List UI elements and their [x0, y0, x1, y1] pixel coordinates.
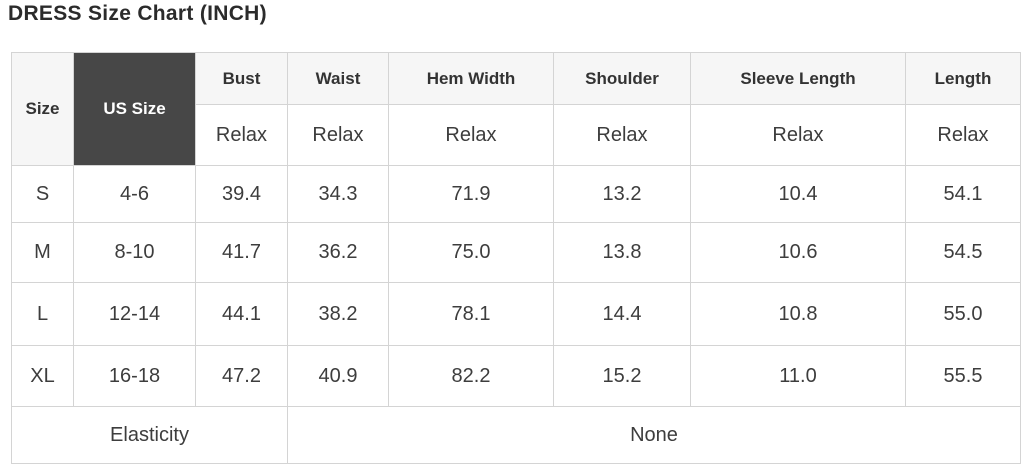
measurement-cell: 39.4	[195, 165, 288, 223]
page-title: DRESS Size Chart (INCH)	[8, 2, 267, 25]
measurement-cell: 54.5	[905, 222, 1021, 283]
measurement-cell: 54.1	[905, 165, 1021, 223]
measurement-cell: 55.5	[905, 345, 1021, 407]
measurement-cell: 10.4	[690, 165, 906, 223]
header-row: Size US Size Bust Waist Hem Width Should…	[11, 52, 1021, 166]
elasticity-label: Elasticity	[11, 406, 288, 464]
measurement-cell: 44.1	[195, 282, 288, 346]
fit-cell-bust: Relax	[195, 104, 288, 166]
table-row-l: L 12-14 44.1 38.2 78.1 14.4 10.8 55.0	[11, 282, 1021, 346]
col-header-shoulder: Shoulder	[553, 52, 691, 105]
table-row-xl: XL 16-18 47.2 40.9 82.2 15.2 11.0 55.5	[11, 345, 1021, 407]
measurement-cell: 14.4	[553, 282, 691, 346]
elasticity-row: Elasticity None	[11, 406, 1021, 464]
col-header-hem-width: Hem Width	[388, 52, 554, 105]
size-cell: XL	[11, 345, 74, 407]
measurement-cell: 36.2	[287, 222, 389, 283]
measurement-cell: 40.9	[287, 345, 389, 407]
fit-cell-hem-width: Relax	[388, 104, 554, 166]
measurement-cell: 13.2	[553, 165, 691, 223]
fit-cell-sleeve-length: Relax	[690, 104, 906, 166]
measurement-cell: 55.0	[905, 282, 1021, 346]
measurement-cell: 47.2	[195, 345, 288, 407]
fit-type-row: Relax Relax Relax Relax Relax Relax	[12, 104, 1021, 166]
size-chart-table: Size US Size Bust Waist Hem Width Should…	[11, 52, 1021, 464]
fit-cell-shoulder: Relax	[553, 104, 691, 166]
measurement-cell: 38.2	[287, 282, 389, 346]
col-header-waist: Waist	[287, 52, 389, 105]
measurement-cell: 75.0	[388, 222, 554, 283]
size-cell: M	[11, 222, 74, 283]
measurement-cell: 34.3	[287, 165, 389, 223]
measurement-cell: 11.0	[690, 345, 906, 407]
col-header-length: Length	[905, 52, 1021, 105]
measurement-cell: 15.2	[553, 345, 691, 407]
measurement-cell: 10.6	[690, 222, 906, 283]
measurement-cell: 41.7	[195, 222, 288, 283]
table-row-m: M 8-10 41.7 36.2 75.0 13.8 10.6 54.5	[11, 222, 1021, 283]
col-header-us-size: US Size	[73, 52, 196, 166]
col-header-size: Size	[11, 52, 74, 166]
table-row-s: S 4-6 39.4 34.3 71.9 13.2 10.4 54.1	[11, 165, 1021, 223]
measurement-cell: 71.9	[388, 165, 554, 223]
fit-cell-waist: Relax	[287, 104, 389, 166]
size-cell: S	[11, 165, 74, 223]
measurement-cell: 13.8	[553, 222, 691, 283]
us-size-cell: 16-18	[73, 345, 196, 407]
us-size-cell: 8-10	[73, 222, 196, 283]
us-size-cell: 4-6	[73, 165, 196, 223]
col-header-sleeve-length: Sleeve Length	[690, 52, 906, 105]
us-size-cell: 12-14	[73, 282, 196, 346]
col-header-bust: Bust	[195, 52, 288, 105]
measurement-cell: 82.2	[388, 345, 554, 407]
fit-cell-length: Relax	[905, 104, 1021, 166]
elasticity-value: None	[287, 406, 1021, 464]
measurement-cell: 10.8	[690, 282, 906, 346]
size-cell: L	[11, 282, 74, 346]
measurement-cell: 78.1	[388, 282, 554, 346]
